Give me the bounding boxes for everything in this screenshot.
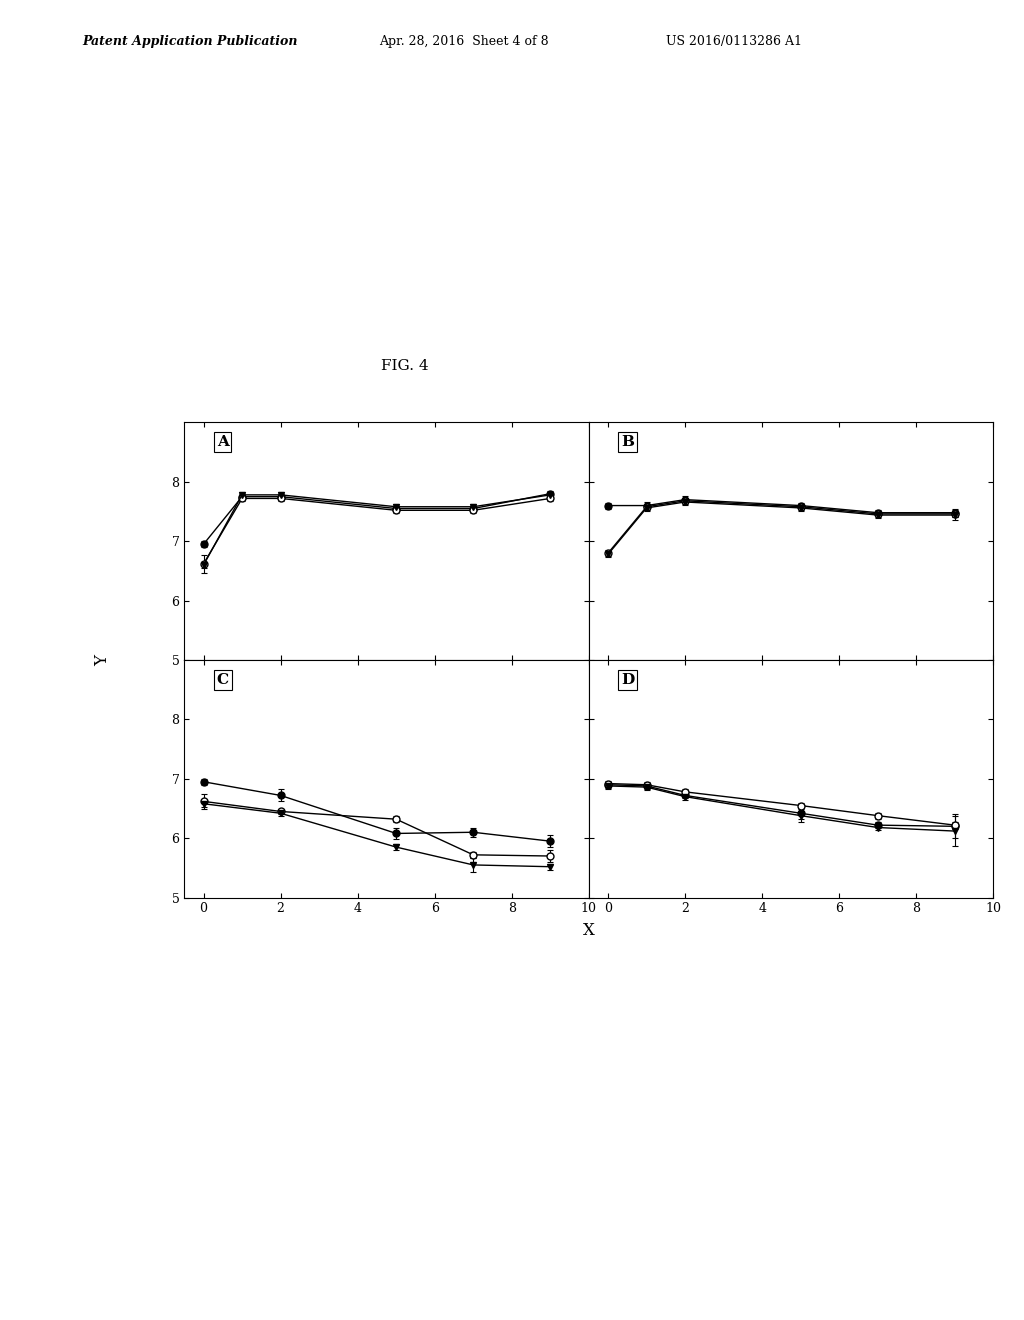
Text: US 2016/0113286 A1: US 2016/0113286 A1 <box>666 34 802 48</box>
Text: B: B <box>622 436 634 449</box>
Text: X: X <box>583 923 595 939</box>
Text: Y: Y <box>94 655 111 665</box>
Text: A: A <box>217 436 228 449</box>
Text: D: D <box>622 673 635 686</box>
Text: Apr. 28, 2016  Sheet 4 of 8: Apr. 28, 2016 Sheet 4 of 8 <box>379 34 549 48</box>
Text: C: C <box>217 673 228 686</box>
Text: Patent Application Publication: Patent Application Publication <box>82 34 297 48</box>
Text: FIG. 4: FIG. 4 <box>381 359 428 372</box>
